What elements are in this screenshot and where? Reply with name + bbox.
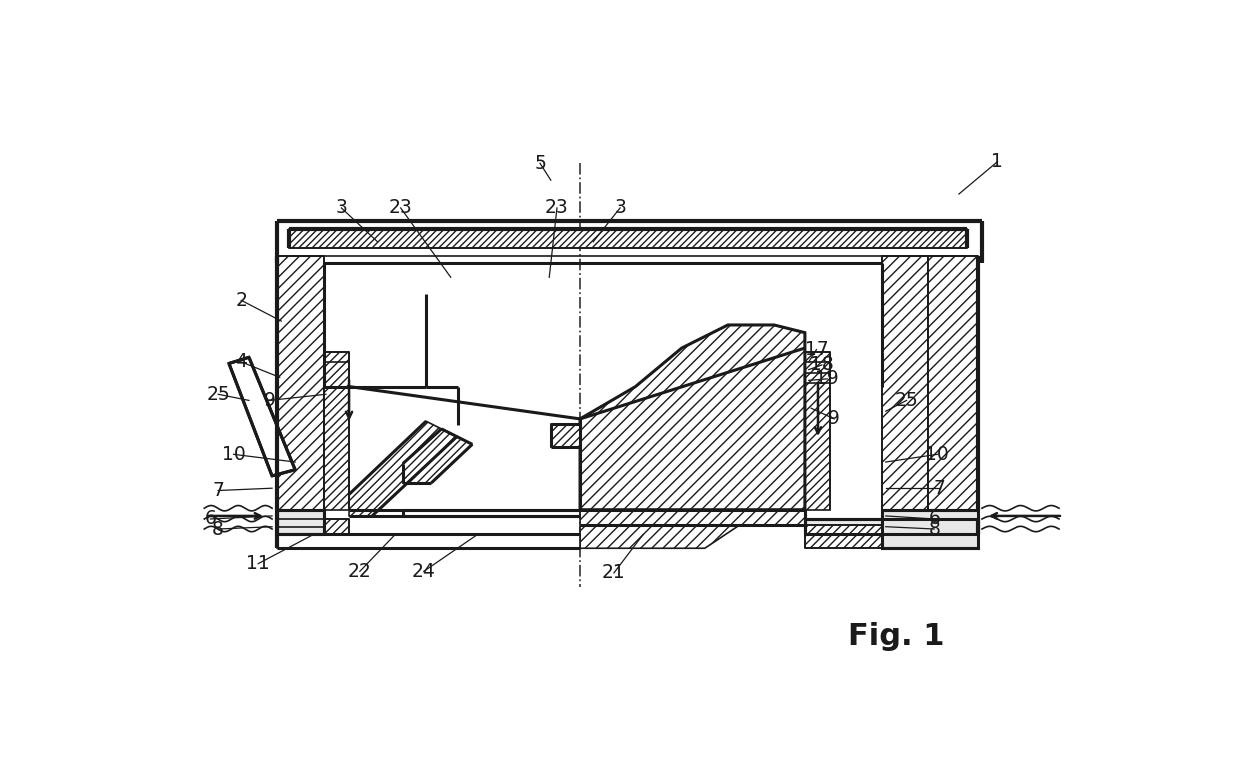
Text: 7: 7 bbox=[212, 481, 224, 500]
Text: 4: 4 bbox=[236, 352, 247, 371]
Polygon shape bbox=[580, 325, 805, 510]
Text: 3: 3 bbox=[614, 198, 626, 218]
Text: 25: 25 bbox=[206, 384, 231, 404]
Text: 22: 22 bbox=[348, 562, 372, 581]
Polygon shape bbox=[324, 519, 350, 535]
Text: 6: 6 bbox=[205, 510, 217, 529]
Polygon shape bbox=[928, 256, 978, 510]
Text: Fig. 1: Fig. 1 bbox=[847, 622, 944, 651]
Text: 3: 3 bbox=[336, 198, 347, 218]
Text: 17: 17 bbox=[805, 340, 828, 359]
Text: 1: 1 bbox=[992, 152, 1003, 171]
Polygon shape bbox=[580, 510, 805, 548]
Text: 23: 23 bbox=[389, 198, 413, 218]
Polygon shape bbox=[805, 352, 831, 510]
Polygon shape bbox=[805, 525, 882, 548]
Polygon shape bbox=[289, 229, 967, 248]
Text: 5: 5 bbox=[534, 153, 546, 173]
Text: 24: 24 bbox=[412, 562, 435, 581]
Text: 19: 19 bbox=[816, 370, 839, 388]
Text: 7: 7 bbox=[934, 478, 946, 498]
Text: 9: 9 bbox=[828, 410, 839, 428]
Text: 6: 6 bbox=[929, 510, 940, 529]
Text: 10: 10 bbox=[925, 445, 949, 464]
Polygon shape bbox=[324, 352, 350, 510]
Text: 21: 21 bbox=[603, 564, 626, 583]
Polygon shape bbox=[229, 357, 295, 476]
Polygon shape bbox=[882, 256, 928, 510]
Polygon shape bbox=[403, 429, 472, 483]
Text: 2: 2 bbox=[236, 290, 247, 310]
Text: 11: 11 bbox=[247, 554, 270, 573]
Text: 25: 25 bbox=[895, 391, 919, 410]
Text: 8: 8 bbox=[929, 519, 940, 539]
Polygon shape bbox=[882, 510, 978, 548]
Polygon shape bbox=[278, 256, 324, 510]
Polygon shape bbox=[278, 535, 580, 548]
Text: 8: 8 bbox=[212, 519, 224, 539]
Polygon shape bbox=[805, 519, 978, 535]
Polygon shape bbox=[278, 510, 324, 535]
Text: 23: 23 bbox=[546, 198, 569, 218]
Text: 9: 9 bbox=[264, 391, 275, 410]
Text: 10: 10 bbox=[222, 445, 246, 464]
Polygon shape bbox=[350, 421, 456, 516]
Text: 18: 18 bbox=[810, 355, 833, 374]
Polygon shape bbox=[551, 424, 580, 446]
